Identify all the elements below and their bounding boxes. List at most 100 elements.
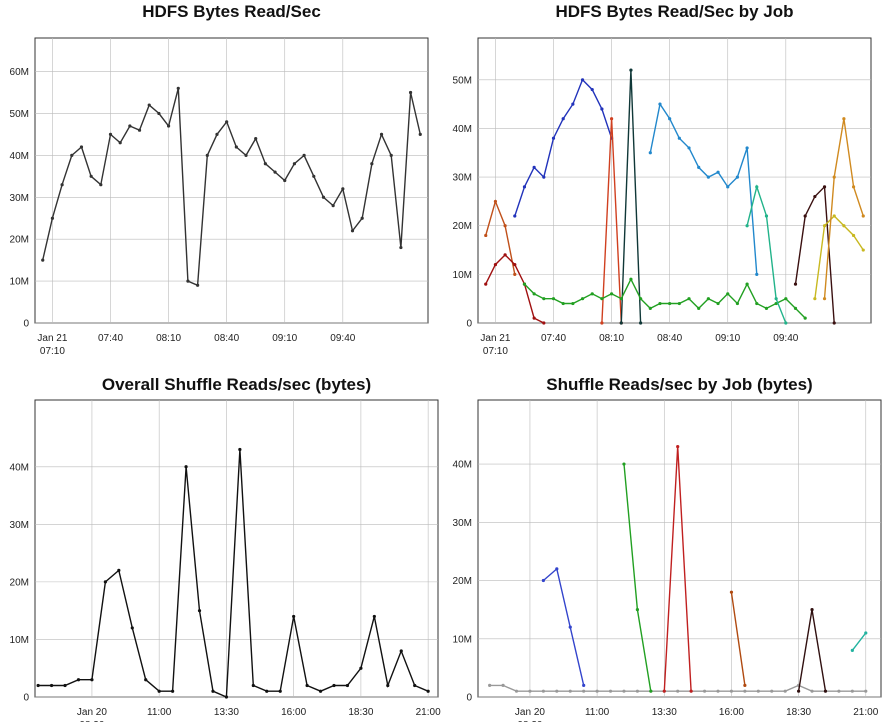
data-point bbox=[522, 282, 527, 286]
data-point bbox=[755, 301, 759, 306]
data-point bbox=[851, 233, 856, 238]
x-tick-label: 18:30 bbox=[786, 707, 811, 718]
data-point bbox=[225, 120, 229, 124]
data-point bbox=[555, 567, 559, 571]
chart-title: HDFS Bytes Read/Sec by Job bbox=[555, 2, 793, 21]
x-tick-label: 21:00 bbox=[416, 707, 441, 718]
data-point bbox=[658, 301, 662, 306]
data-point bbox=[629, 68, 633, 72]
x-tick-label: Jan 21 bbox=[37, 333, 67, 344]
x-tick-label: 18:30 bbox=[348, 707, 373, 718]
data-point bbox=[803, 214, 807, 218]
data-point bbox=[108, 132, 113, 136]
data-point bbox=[648, 151, 652, 155]
data-point bbox=[582, 683, 586, 687]
x-tick-label: 07:10 bbox=[40, 346, 65, 357]
data-point bbox=[622, 689, 626, 693]
data-point bbox=[755, 272, 759, 276]
data-point bbox=[590, 87, 594, 92]
data-point bbox=[273, 170, 277, 174]
data-point bbox=[360, 216, 364, 220]
data-point bbox=[609, 292, 614, 296]
data-point bbox=[571, 301, 575, 306]
y-tick-label: 50M bbox=[453, 75, 472, 86]
data-point bbox=[555, 689, 559, 693]
x-tick-label: 16:00 bbox=[281, 707, 306, 718]
data-point bbox=[76, 678, 81, 682]
y-tick-label: 30M bbox=[453, 518, 472, 529]
y-tick-label: 30M bbox=[453, 173, 472, 184]
data-point bbox=[265, 689, 269, 693]
plot-area bbox=[477, 37, 872, 324]
data-point bbox=[793, 306, 798, 311]
data-point bbox=[568, 689, 572, 693]
data-point bbox=[176, 86, 180, 90]
data-point bbox=[50, 216, 55, 220]
x-tick-label: 07:10 bbox=[483, 346, 508, 357]
data-point bbox=[822, 185, 827, 189]
data-point bbox=[561, 117, 565, 121]
series-line bbox=[649, 102, 758, 275]
data-point bbox=[283, 178, 287, 183]
data-point bbox=[41, 258, 45, 262]
data-point bbox=[413, 683, 417, 688]
data-point bbox=[501, 683, 505, 687]
data-point bbox=[810, 608, 814, 612]
data-point bbox=[735, 175, 740, 179]
data-point bbox=[137, 128, 142, 132]
data-point bbox=[864, 689, 868, 693]
data-point bbox=[215, 132, 219, 136]
data-point bbox=[851, 185, 856, 189]
plot-area bbox=[477, 399, 882, 698]
data-point bbox=[211, 689, 215, 693]
data-point bbox=[551, 297, 556, 301]
data-point bbox=[697, 306, 701, 311]
data-point bbox=[224, 695, 229, 699]
chart-title: Shuffle Reads/sec by Job (bytes) bbox=[546, 375, 812, 394]
data-point bbox=[622, 462, 626, 466]
data-point bbox=[590, 292, 594, 296]
data-point bbox=[726, 185, 730, 189]
x-tick-label: Jan 20 bbox=[77, 707, 107, 718]
plot-area bbox=[34, 37, 429, 324]
data-point bbox=[399, 245, 403, 250]
data-point bbox=[658, 102, 662, 106]
data-point bbox=[144, 678, 148, 682]
data-point bbox=[813, 297, 817, 301]
y-tick-label: 10M bbox=[10, 635, 29, 646]
data-point bbox=[639, 321, 643, 325]
data-point bbox=[263, 162, 267, 166]
data-point bbox=[532, 165, 536, 169]
data-point bbox=[118, 141, 122, 145]
data-point bbox=[350, 229, 355, 233]
y-tick-label: 30M bbox=[10, 520, 29, 531]
data-point bbox=[36, 683, 40, 688]
data-point bbox=[196, 283, 200, 287]
data-point bbox=[810, 689, 814, 693]
data-point bbox=[292, 162, 297, 166]
data-point bbox=[784, 297, 788, 301]
data-point bbox=[484, 233, 488, 238]
data-point bbox=[861, 214, 865, 218]
data-point bbox=[580, 297, 585, 301]
data-point bbox=[503, 224, 507, 228]
data-point bbox=[774, 297, 778, 301]
x-tick-label: 11:00 bbox=[147, 707, 172, 718]
data-point bbox=[689, 689, 693, 693]
data-point bbox=[677, 301, 681, 306]
data-point bbox=[408, 90, 413, 95]
data-point bbox=[743, 683, 747, 687]
data-point bbox=[842, 117, 846, 121]
y-tick-label: 60M bbox=[10, 67, 29, 78]
data-point bbox=[99, 183, 103, 187]
y-tick-label: 0 bbox=[23, 319, 29, 330]
y-tick-label: 10M bbox=[453, 270, 472, 281]
y-tick-label: 10M bbox=[10, 277, 29, 288]
plot-area bbox=[34, 399, 439, 698]
data-point bbox=[600, 297, 604, 301]
data-point bbox=[735, 301, 740, 306]
data-point bbox=[756, 689, 760, 693]
data-point bbox=[244, 153, 248, 157]
x-tick-label: 08:30 bbox=[517, 720, 542, 722]
